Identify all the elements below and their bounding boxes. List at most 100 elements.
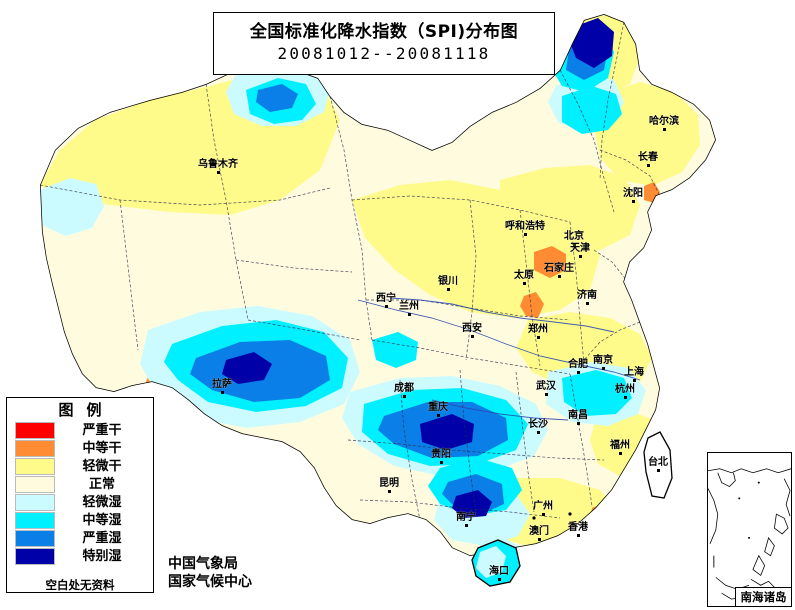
map-title-box: 全国标准化降水指数（SPI)分布图 20081012--20081118	[213, 12, 555, 75]
agency-line-2: 国家气候中心	[168, 573, 252, 590]
city-name: 福州	[610, 440, 630, 451]
city-marker-dot	[632, 379, 636, 382]
legend-label: 严重湿	[82, 530, 122, 546]
city-marker-dot	[576, 534, 580, 537]
city-name: 成都	[394, 383, 414, 394]
city-marker-dot	[623, 396, 627, 399]
city-marker-dot	[572, 243, 576, 246]
city-name: 银川	[438, 276, 458, 287]
inset-map	[708, 468, 791, 600]
legend-rows: 严重干 中等干 轻微干 正常 轻微湿 中等湿 严重湿 特别湿	[7, 421, 153, 565]
city-marker-dot	[446, 288, 450, 291]
city-label: 西安	[462, 324, 482, 338]
city-marker-dot	[544, 393, 548, 396]
city-label: 杭州	[615, 385, 635, 399]
city-label: 昆明	[379, 479, 399, 493]
legend-item: 正常	[7, 475, 153, 493]
legend-label: 中等干	[82, 440, 122, 456]
city-name: 澳门	[529, 526, 549, 537]
city-marker-dot	[402, 395, 406, 398]
city-marker-dot	[220, 391, 224, 394]
city-name: 石家庄	[544, 263, 574, 274]
legend-swatch	[15, 439, 55, 457]
city-label: 银川	[438, 277, 458, 291]
city-label: 南宁	[456, 513, 476, 527]
legend-box: 图例 严重干 中等干 轻微干 正常 轻微湿 中等湿 严重湿 特别湿 空白处无资料	[6, 397, 154, 593]
city-name: 广州	[533, 501, 553, 512]
city-label: 武汉	[536, 382, 556, 396]
map-title: 全国标准化降水指数（SPI)分布图	[249, 22, 519, 43]
city-label: 合肥	[568, 360, 588, 374]
legend-item: 轻微干	[7, 457, 153, 475]
city-name: 郑州	[528, 324, 548, 335]
city-label: 石家庄	[544, 264, 574, 278]
agency-line-1: 中国气象局	[168, 556, 238, 572]
city-name: 贵阳	[431, 449, 451, 460]
city-name: 南宁	[456, 512, 476, 523]
city-marker-dot	[536, 336, 540, 339]
city-label: 香港	[568, 523, 588, 537]
legend-swatch	[15, 493, 55, 511]
legend-swatch	[15, 547, 55, 565]
city-name: 武汉	[536, 381, 556, 392]
city-label: 南昌	[568, 411, 588, 425]
city-marker-dot	[216, 171, 220, 174]
city-marker-dot	[541, 513, 545, 516]
city-marker-dot	[436, 414, 440, 417]
city-label: 长春	[638, 153, 658, 167]
legend-label: 特别湿	[82, 548, 122, 564]
city-marker-dot	[557, 275, 561, 278]
city-label: 长沙	[528, 420, 548, 434]
city-label: 西宁	[376, 294, 396, 308]
city-name: 重庆	[428, 402, 448, 413]
city-marker-dot	[497, 578, 501, 581]
city-label: 海口	[489, 567, 509, 581]
legend-item: 严重湿	[7, 529, 153, 547]
city-name: 南京	[593, 355, 613, 366]
city-marker-dot	[387, 490, 391, 493]
legend-item: 严重干	[7, 421, 153, 439]
city-label: 澳门	[529, 527, 549, 541]
city-label: 成都	[394, 384, 414, 398]
legend-swatch	[15, 457, 55, 475]
city-name: 北京	[564, 231, 584, 242]
city-label: 拉萨	[212, 380, 232, 394]
city-label: 郑州	[528, 325, 548, 339]
city-label: 贵阳	[431, 450, 451, 464]
legend-label: 正常	[88, 476, 115, 492]
city-marker-dot	[439, 461, 443, 464]
city-marker-dot	[536, 431, 540, 434]
city-marker-dot	[618, 452, 622, 455]
hainan-island	[471, 539, 521, 587]
city-label: 台北	[648, 458, 668, 472]
legend-swatch	[15, 529, 55, 547]
city-name: 长春	[638, 152, 658, 163]
city-marker-dot	[646, 164, 650, 167]
city-name: 西宁	[376, 293, 396, 304]
city-label: 乌鲁木齐	[198, 160, 238, 174]
city-marker-dot	[470, 335, 474, 338]
city-marker-dot	[523, 233, 527, 236]
legend-item: 特别湿	[7, 547, 153, 565]
taiwan-island	[643, 431, 673, 499]
city-label: 南京	[593, 356, 613, 370]
city-marker-dot	[522, 282, 526, 285]
city-label: 呼和浩特	[505, 222, 545, 236]
city-marker-dot	[656, 469, 660, 472]
city-name: 拉萨	[212, 379, 232, 390]
city-label: 太原	[514, 271, 534, 285]
city-marker-dot	[578, 255, 582, 258]
legend-swatch	[15, 511, 55, 529]
city-name: 沈阳	[623, 188, 643, 199]
city-name: 长沙	[528, 419, 548, 430]
legend-label: 严重干	[82, 422, 122, 438]
map-period: 20081012--20081118	[277, 43, 491, 63]
city-label: 上海	[624, 368, 644, 382]
city-name: 南昌	[568, 410, 588, 421]
legend-label: 轻微湿	[82, 494, 122, 510]
city-name: 台北	[648, 457, 668, 468]
city-label: 天津	[570, 244, 590, 258]
city-label: 北京	[564, 232, 584, 246]
